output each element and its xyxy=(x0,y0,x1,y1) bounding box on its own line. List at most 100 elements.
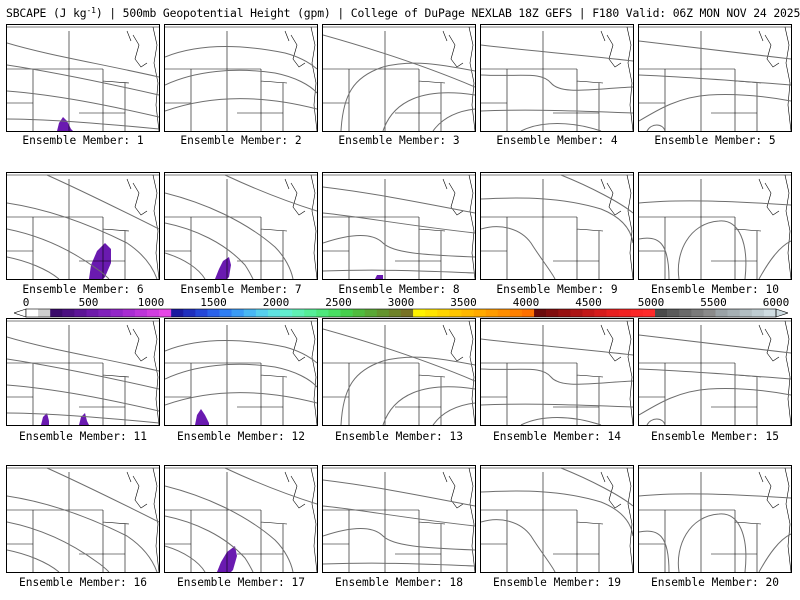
panel-label: Ensemble Member: 1 xyxy=(22,134,144,147)
height-contour xyxy=(639,387,791,416)
colorbar-segment xyxy=(159,309,172,317)
height-contour xyxy=(7,256,60,279)
map-svg xyxy=(165,174,317,279)
state-border xyxy=(576,363,604,378)
map-svg xyxy=(481,26,633,131)
state-border xyxy=(758,30,764,42)
map-svg xyxy=(165,26,317,131)
map-svg xyxy=(481,174,633,279)
state-border xyxy=(290,328,306,362)
height-contour xyxy=(639,200,791,206)
height-contour xyxy=(165,515,254,572)
height-contour xyxy=(7,118,159,130)
panel-label: Ensemble Member: 19 xyxy=(493,576,621,589)
height-contour xyxy=(7,412,159,424)
state-border xyxy=(152,26,159,131)
height-contour xyxy=(481,403,633,408)
height-contour xyxy=(758,533,791,572)
height-contour xyxy=(165,340,317,364)
colorbar-segment xyxy=(679,309,692,317)
colorbar-tick-label: 3000 xyxy=(387,296,415,309)
panel-label: Ensemble Member: 2 xyxy=(180,134,302,147)
colorbar-segment xyxy=(521,309,535,317)
colorbar-segment xyxy=(449,309,462,317)
height-contour xyxy=(323,505,475,527)
map-svg xyxy=(323,320,475,425)
height-contour xyxy=(340,62,475,131)
colorbar-segment xyxy=(461,309,474,317)
height-contour xyxy=(646,124,666,131)
cape-region xyxy=(375,275,383,279)
colorbar-segment xyxy=(255,309,269,317)
height-contour xyxy=(323,328,475,382)
colorbar-tick-label: 4500 xyxy=(575,296,602,309)
panel-label: Ensemble Member: 15 xyxy=(651,430,779,443)
state-border xyxy=(626,174,633,279)
colorbar-segment xyxy=(50,309,63,317)
state-border xyxy=(468,174,475,279)
colorbar-tick-label: 5000 xyxy=(637,296,665,309)
state-border xyxy=(284,30,290,42)
panel-label: Ensemble Member: 6 xyxy=(22,283,144,296)
colorbar-segment xyxy=(388,309,402,317)
height-contour xyxy=(7,384,159,412)
ensemble-map-panel xyxy=(638,318,792,426)
state-border xyxy=(442,178,448,190)
state-border xyxy=(102,217,130,232)
state-border xyxy=(260,217,288,232)
height-contour xyxy=(481,109,633,114)
colorbar-segment xyxy=(292,309,305,317)
height-contour xyxy=(560,174,633,214)
panel-label: Ensemble Member: 17 xyxy=(177,576,305,589)
height-contour xyxy=(481,338,633,356)
cape-region xyxy=(215,257,231,279)
height-contour xyxy=(165,545,206,572)
colorbar-segment xyxy=(570,309,583,317)
colorbar-segment xyxy=(195,309,208,317)
colorbar-segment xyxy=(582,309,595,317)
state-border xyxy=(152,320,159,425)
state-border xyxy=(606,475,622,509)
ensemble-map-panel xyxy=(638,465,792,573)
ensemble-map-panel xyxy=(164,172,318,280)
ensemble-map-panel xyxy=(638,24,792,132)
colorbar-segment xyxy=(364,309,378,317)
colorbar-tick-label: 3500 xyxy=(450,296,477,309)
panel-label: Ensemble Member: 20 xyxy=(651,576,779,589)
map-svg xyxy=(165,320,317,425)
colorbar-segment xyxy=(437,309,450,317)
state-border xyxy=(152,174,159,279)
state-border xyxy=(764,182,780,216)
height-contour xyxy=(323,479,475,507)
state-border xyxy=(260,510,288,525)
height-contour xyxy=(639,334,791,354)
map-svg xyxy=(639,467,791,572)
state-border xyxy=(310,26,317,131)
state-border xyxy=(784,320,791,425)
height-contour xyxy=(165,192,294,279)
map-svg xyxy=(7,320,159,425)
height-contour xyxy=(7,42,159,78)
ensemble-map-panel xyxy=(480,465,634,573)
height-contour xyxy=(481,519,556,572)
state-border xyxy=(310,467,317,572)
state-border xyxy=(606,328,622,362)
colorbar-segment xyxy=(328,309,341,317)
colorbar-segment xyxy=(352,309,366,317)
state-border xyxy=(290,475,306,509)
colorbar-segment xyxy=(86,309,99,317)
state-border xyxy=(448,328,464,362)
map-svg xyxy=(165,467,317,572)
colorbar-segment xyxy=(763,309,777,317)
state-border xyxy=(442,471,448,483)
panel-label: Ensemble Member: 18 xyxy=(335,576,463,589)
state-border xyxy=(576,510,604,525)
state-border xyxy=(576,69,604,84)
ensemble-map-panel xyxy=(322,318,476,426)
colorbar-tick-label: 5500 xyxy=(700,296,727,309)
ensemble-map-panel xyxy=(322,24,476,132)
height-contour xyxy=(382,386,475,425)
map-svg xyxy=(481,320,633,425)
state-border xyxy=(758,471,764,483)
map-svg xyxy=(639,320,791,425)
